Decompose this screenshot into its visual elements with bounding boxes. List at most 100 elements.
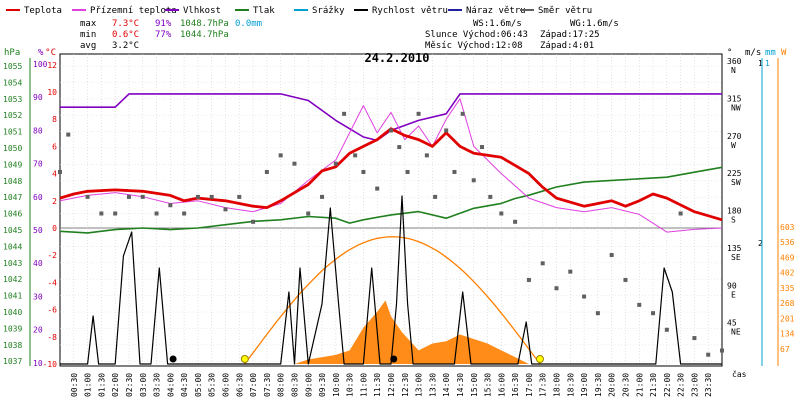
wind-direction-point — [237, 194, 242, 199]
x-tick-label: 01:00 — [84, 373, 93, 397]
solar-tick: 603 — [780, 223, 795, 232]
legend-label-5: Rychlost větru — [372, 6, 448, 16]
celsius-tick: 6 — [52, 142, 57, 151]
direction-name: W — [731, 141, 736, 150]
celsius-tick: 10 — [47, 88, 57, 97]
wind-direction-point — [637, 302, 642, 307]
wind-direction-point — [623, 277, 628, 282]
stat-max-rain: 0.0mm — [235, 19, 262, 29]
wind-direction-point — [168, 203, 173, 208]
percent-tick: 80 — [33, 126, 43, 135]
x-tick-label: 16:30 — [511, 373, 520, 397]
series-ground-temp — [59, 98, 723, 233]
stat-min-press: 1044.7hPa — [180, 30, 229, 40]
x-tick-label: 22:00 — [663, 373, 672, 397]
info-wg: WG:1.6m/s — [570, 19, 619, 29]
celsius-tick: -4 — [47, 278, 57, 287]
series-humidity — [60, 93, 722, 142]
x-tick-label: 12:30 — [401, 373, 410, 397]
percent-tick: 60 — [33, 193, 43, 202]
legend-label-1: Přízemní teplota — [90, 6, 177, 16]
celsius-tick: 12 — [47, 61, 57, 70]
celsius-tick: 4 — [52, 170, 57, 179]
solar-tick: 201 — [780, 314, 795, 323]
hpa-tick: 1044 — [3, 242, 22, 251]
x-tick-label: 05:30 — [208, 373, 217, 397]
rain-tick: 1 — [765, 59, 770, 68]
x-tick-label: 18:30 — [566, 373, 575, 397]
hpa-tick: 1050 — [3, 144, 22, 153]
wind-direction-point — [375, 186, 380, 191]
x-tick-label: 08:30 — [290, 373, 299, 397]
info-ws: WS:1.6m/s — [473, 19, 522, 29]
hpa-tick: 1047 — [3, 193, 22, 202]
moon-marker — [390, 355, 398, 363]
wind-direction-point — [251, 219, 256, 224]
info-sunset: Západ:17:25 — [540, 30, 600, 40]
stat-avg-temp: 3.2°C — [112, 41, 139, 51]
solar-tick: 402 — [780, 269, 795, 278]
stat-min-temp: 0.6°C — [112, 30, 139, 40]
wind-direction-point — [488, 194, 493, 199]
stat-avg-label: avg — [80, 41, 96, 51]
direction-tick: 180 — [727, 207, 742, 216]
celsius-tick: -6 — [47, 306, 57, 315]
percent-tick: 40 — [33, 259, 43, 268]
direction-name: N — [731, 66, 736, 75]
direction-name: SW — [731, 178, 741, 187]
rain-axis-label: mm — [765, 48, 776, 58]
legend: Teplota Přízemní teplota Vlhkost Tlak Srážky… — [6, 6, 592, 16]
x-tick-label: 14:30 — [456, 373, 465, 397]
wind-direction-point — [389, 128, 393, 133]
wind-direction-point — [416, 111, 421, 116]
x-tick-label: 13:30 — [428, 373, 437, 397]
wind-axis-label: m/s — [745, 48, 761, 58]
wind-direction-point — [595, 311, 600, 316]
x-tick-label: 13:00 — [415, 373, 424, 397]
legend-label-7: Směr větru — [538, 6, 592, 16]
direction-axis-label: ° — [727, 48, 732, 58]
x-tick-label: 12:00 — [387, 373, 396, 397]
wind-direction-point — [554, 286, 559, 291]
wind-direction-point — [692, 336, 697, 341]
direction-tick: 135 — [727, 244, 742, 253]
solar-tick: 536 — [780, 238, 795, 247]
x-tick-label: 14:00 — [442, 373, 451, 397]
hpa-tick: 1045 — [3, 226, 22, 235]
percent-tick: 100 — [33, 60, 48, 69]
celsius-axis-label: °C — [45, 48, 56, 58]
solar-tick: 134 — [780, 330, 795, 339]
percent-tick: 20 — [33, 326, 43, 335]
wind-direction-point — [480, 145, 485, 150]
wind-tick: 2 — [758, 239, 763, 248]
hpa-tick: 1039 — [3, 324, 22, 333]
info-block: WS:1.6m/s WG:1.6m/s Slunce Východ:06:43 … — [425, 19, 619, 51]
hpa-tick: 1055 — [3, 62, 22, 71]
legend-label-6: Náraz větru — [466, 6, 526, 16]
x-tick-label: 15:30 — [484, 373, 493, 397]
wind-direction-point — [264, 169, 269, 174]
wind-direction-point — [460, 111, 465, 116]
wind-direction-point — [113, 211, 118, 216]
wind-direction-point — [405, 169, 410, 174]
stat-min-label: min — [80, 30, 96, 40]
legend-label-0: Teplota — [24, 6, 62, 16]
wind-direction-point — [126, 194, 131, 199]
wind-direction-point — [209, 194, 214, 199]
x-tick-label: 18:00 — [553, 373, 562, 397]
wind-direction-point — [526, 277, 531, 282]
stat-max-temp: 7.3°C — [112, 19, 139, 29]
x-tick-label: 03:30 — [153, 373, 162, 397]
series-sun-curve — [244, 236, 541, 365]
wind-direction-point — [342, 111, 347, 116]
wind-direction-point — [353, 153, 358, 158]
direction-name: SE — [731, 253, 741, 262]
wind-direction-point — [195, 194, 200, 199]
wind-direction-point — [609, 253, 614, 258]
wind-direction-point — [678, 211, 683, 216]
info-sunrise: Slunce Východ:06:43 — [425, 30, 528, 40]
celsius-tick: -2 — [47, 251, 57, 260]
wind-direction-point — [499, 211, 504, 216]
wind-direction-point — [278, 153, 283, 158]
sunset-marker — [535, 355, 544, 363]
